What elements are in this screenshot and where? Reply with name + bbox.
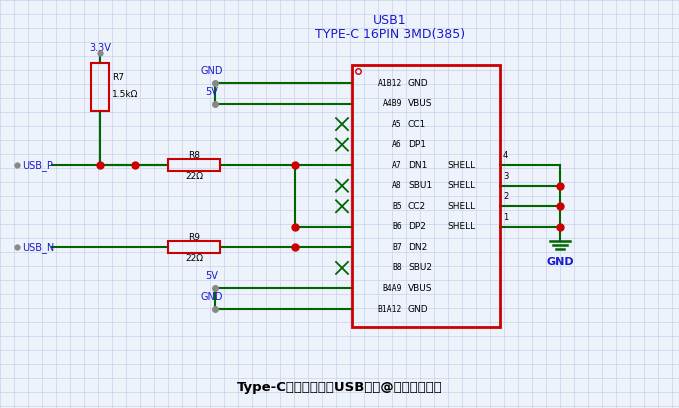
Text: 22Ω: 22Ω (185, 254, 203, 263)
Bar (352, 65, 500, 327)
Text: A5: A5 (392, 120, 402, 129)
Text: SHELL: SHELL (447, 181, 475, 190)
Text: B5: B5 (392, 202, 402, 211)
Text: SHELL: SHELL (447, 222, 475, 231)
Text: USB1: USB1 (373, 14, 407, 27)
Bar (168, 242, 220, 253)
Text: DP1: DP1 (408, 140, 426, 149)
Text: A1B12: A1B12 (378, 78, 402, 87)
Bar (91, 63, 109, 111)
Text: B8: B8 (392, 264, 402, 273)
Bar (168, 159, 220, 171)
Text: 5V: 5V (206, 271, 219, 282)
Text: A4B9: A4B9 (382, 99, 402, 108)
Text: A7: A7 (392, 161, 402, 170)
Text: CC1: CC1 (408, 120, 426, 129)
Text: B7: B7 (392, 243, 402, 252)
Text: SBU1: SBU1 (408, 181, 432, 190)
Text: DN2: DN2 (408, 243, 427, 252)
Text: USB_P: USB_P (22, 160, 53, 171)
Text: 1.5kΩ: 1.5kΩ (112, 90, 139, 99)
Text: R8: R8 (188, 151, 200, 160)
Text: R7: R7 (112, 73, 124, 82)
Text: A8: A8 (392, 181, 402, 190)
Text: 4: 4 (503, 151, 509, 160)
Text: 1: 1 (503, 213, 509, 222)
Text: GND: GND (546, 257, 574, 267)
Text: GND: GND (408, 304, 428, 313)
Text: SHELL: SHELL (447, 161, 475, 170)
Text: Type-C供电电路以及USB接口@爱发明的小兴: Type-C供电电路以及USB接口@爱发明的小兴 (237, 381, 443, 395)
Text: 3: 3 (503, 172, 509, 181)
Text: GND: GND (201, 292, 223, 302)
Text: GND: GND (408, 78, 428, 87)
Text: A6: A6 (392, 140, 402, 149)
Text: 5V: 5V (206, 86, 219, 97)
Text: SHELL: SHELL (447, 202, 475, 211)
Text: 3.3V: 3.3V (89, 43, 111, 53)
Text: 2: 2 (503, 192, 509, 201)
Text: B4A9: B4A9 (382, 284, 402, 293)
Text: DN1: DN1 (408, 161, 427, 170)
Text: 22Ω: 22Ω (185, 172, 203, 181)
Text: CC2: CC2 (408, 202, 426, 211)
Text: SBU2: SBU2 (408, 264, 432, 273)
Text: DP2: DP2 (408, 222, 426, 231)
Text: VBUS: VBUS (408, 99, 433, 108)
Text: TYPE-C 16PIN 3MD(385): TYPE-C 16PIN 3MD(385) (315, 28, 465, 41)
Text: USB_N: USB_N (22, 242, 54, 253)
Text: R9: R9 (188, 233, 200, 242)
Text: B6: B6 (392, 222, 402, 231)
Text: B1A12: B1A12 (378, 304, 402, 313)
Text: GND: GND (201, 66, 223, 76)
Text: VBUS: VBUS (408, 284, 433, 293)
